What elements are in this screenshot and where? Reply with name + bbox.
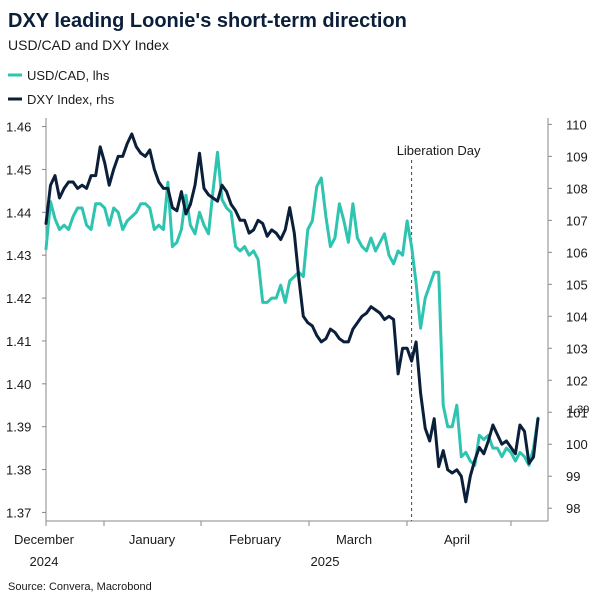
right-tick-label: 104 (566, 309, 588, 324)
last-value-label: 1.39 (568, 404, 589, 416)
x-tick-label: February (229, 532, 282, 547)
left-tick-label: 1.42 (6, 291, 31, 306)
right-tick-label: 100 (566, 437, 588, 452)
left-tick-label: 1.44 (6, 205, 31, 220)
annotation-liberation-day: Liberation Day (397, 143, 481, 521)
right-axis-ticks: 110 109 108 107 106 105 104 103 102 101 100 99 98 (548, 117, 588, 516)
right-tick-label: 99 (566, 469, 580, 484)
left-tick-label: 1.39 (6, 420, 31, 435)
axes (45, 118, 549, 522)
left-tick-label: 1.40 (6, 377, 31, 392)
right-tick-label: 102 (566, 373, 588, 388)
right-tick-label: 107 (566, 213, 588, 228)
series-lines (44, 132, 540, 504)
chart-title: DXY leading Loonie's short-term directio… (8, 10, 407, 32)
chart-subtitle: USD/CAD and DXY Index (8, 37, 169, 53)
x-year-label: 2025 (311, 554, 340, 569)
x-year-label: 2024 (30, 554, 59, 569)
right-tick-label: 110 (566, 117, 587, 132)
legend: USD/CAD, lhs DXY Index, rhs (8, 68, 115, 107)
right-tick-label: 105 (566, 277, 588, 292)
x-axis-ticks: December January February March April 2024 202… (14, 521, 512, 569)
left-tick-label: 1.45 (6, 162, 31, 177)
x-tick-label: December (14, 532, 75, 547)
right-tick-label: 101 (566, 405, 588, 420)
legend-label-dxy: DXY Index, rhs (27, 92, 115, 107)
annotation-label: Liberation Day (397, 143, 481, 158)
legend-label-usdcad: USD/CAD, lhs (27, 68, 110, 83)
source-note: Source: Convera, Macrobond (8, 581, 152, 593)
series-dxy-line (44, 132, 540, 504)
right-tick-label: 103 (566, 341, 588, 356)
right-tick-label: 109 (566, 149, 588, 164)
x-tick-label: January (129, 532, 176, 547)
left-tick-label: 1.46 (6, 120, 31, 135)
right-tick-label: 98 (566, 501, 580, 516)
right-tick-label: 106 (566, 245, 588, 260)
left-tick-label: 1.41 (6, 334, 31, 349)
left-axis-ticks: 1.46 1.45 1.44 1.43 1.42 1.41 1.40 1.39 1.38 1.37 (6, 120, 46, 520)
series-usdcad-line (44, 150, 540, 467)
left-tick-label: 1.37 (6, 505, 31, 520)
x-tick-label: March (336, 532, 372, 547)
left-tick-label: 1.43 (6, 248, 31, 263)
x-tick-label: April (444, 532, 470, 547)
left-tick-label: 1.38 (6, 463, 31, 478)
right-tick-label: 108 (566, 181, 588, 196)
